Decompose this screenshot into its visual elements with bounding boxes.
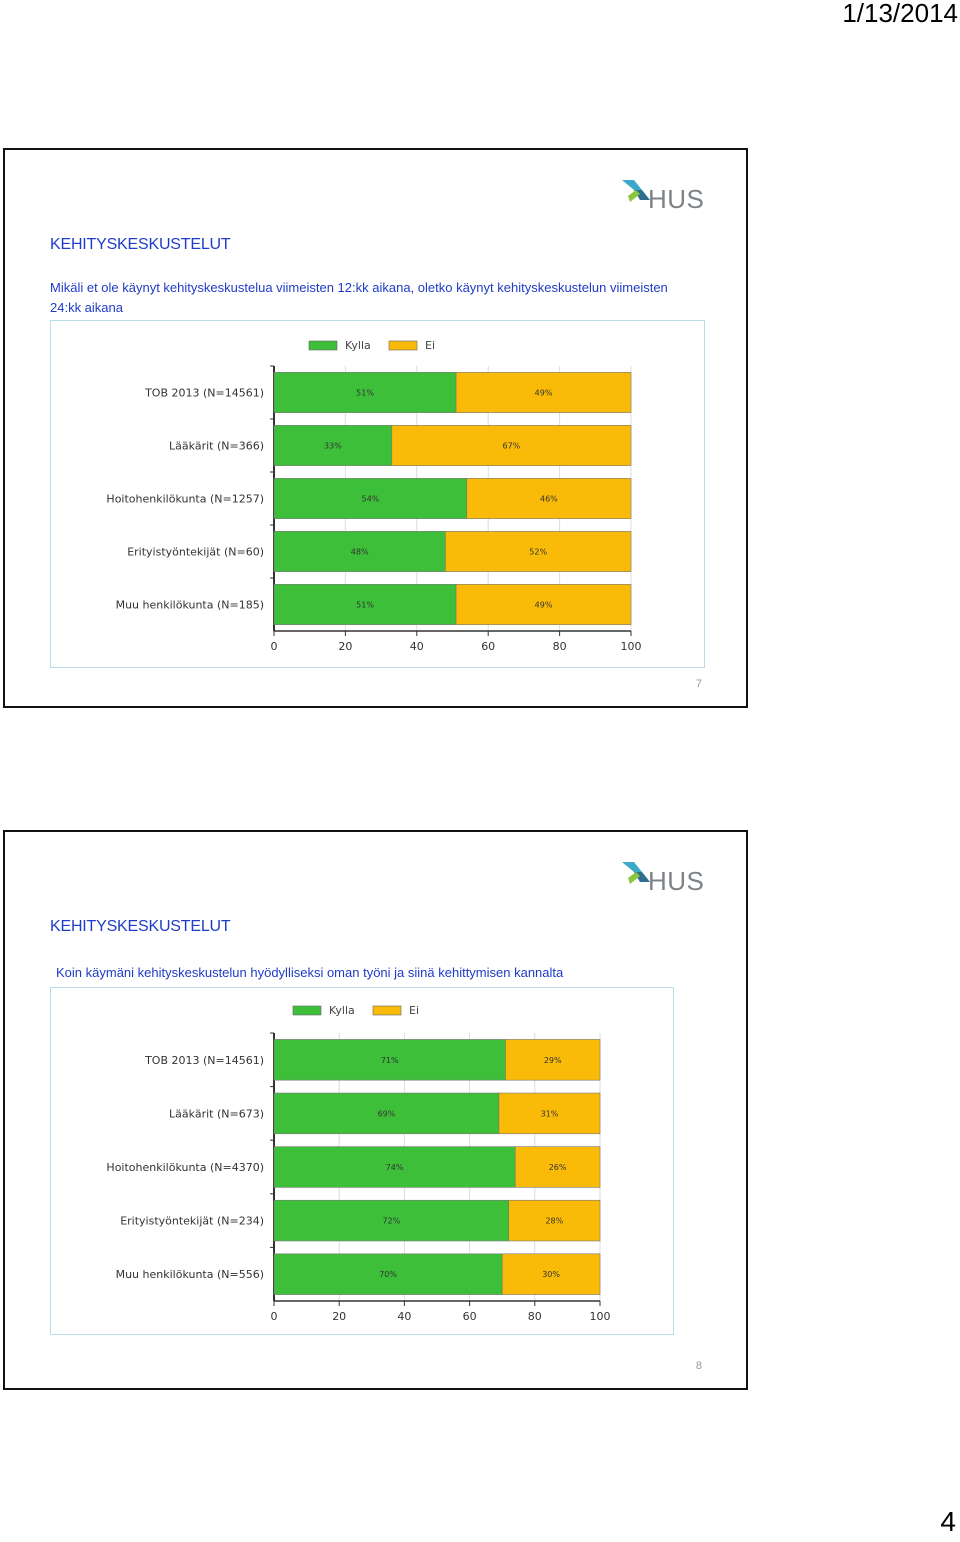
category-label: Erityistyöntekijät (N=60) bbox=[127, 546, 264, 559]
bar-kylla bbox=[273, 1092, 500, 1135]
bar-kylla bbox=[273, 1146, 516, 1188]
legend-label: Kylla bbox=[345, 339, 371, 352]
bar-data-label: 46% bbox=[540, 495, 558, 504]
x-tick-label: 60 bbox=[481, 640, 495, 653]
legend-label: Ei bbox=[425, 339, 435, 352]
bar-data-label: 72% bbox=[382, 1217, 400, 1226]
bar-data-label: 51% bbox=[356, 601, 374, 610]
stacked-bar-chart: Kylla Ei 0 20 40 60 80 100 TOB 2013 (N=14561) 71%… bbox=[106, 1004, 611, 1323]
page-number: 4 bbox=[940, 1506, 956, 1537]
slide-8: HUS KEHITYSKESKUSTELUT Koin käymäni kehi… bbox=[3, 830, 748, 1390]
legend-swatch-kylla bbox=[292, 1005, 322, 1016]
legend-label: Kylla bbox=[329, 1004, 355, 1017]
category-label: Muu henkilökunta (N=185) bbox=[116, 599, 264, 612]
hus-logo-icon bbox=[622, 180, 650, 202]
bar-kylla bbox=[273, 1199, 510, 1242]
bar-data-label: 74% bbox=[386, 1163, 404, 1172]
bar-data-label: 54% bbox=[361, 495, 379, 504]
hus-logo-text: HUS bbox=[648, 866, 705, 896]
bar-ei bbox=[455, 372, 632, 413]
bar-ei bbox=[445, 531, 632, 572]
chart-frame: Kylla Ei 0 20 40 60 80 100 TOB 2013 (N=14561) 51%… bbox=[50, 320, 705, 668]
hus-logo-text: HUS bbox=[648, 184, 705, 214]
x-tick-label: 20 bbox=[338, 640, 352, 653]
bar-data-label: 48% bbox=[351, 548, 369, 557]
bar-kylla bbox=[273, 425, 393, 466]
slide-number: 8 bbox=[695, 1360, 702, 1372]
bar-data-label: 31% bbox=[541, 1109, 559, 1118]
bar-ei bbox=[466, 478, 632, 519]
bar-data-label: 67% bbox=[503, 442, 521, 451]
bar-data-label: 28% bbox=[545, 1217, 563, 1226]
stacked-bar-chart: Kylla Ei 0 20 40 60 80 100 TOB 2013 (N=14561) 51%… bbox=[106, 339, 642, 653]
category-label: Muu henkilökunta (N=556) bbox=[116, 1268, 264, 1281]
legend-swatch-ei bbox=[388, 340, 418, 351]
slide-question: Mikäli et ole käynyt kehityskeskustelua … bbox=[50, 280, 668, 315]
x-tick-label: 60 bbox=[463, 1310, 477, 1323]
category-label: Lääkärit (N=366) bbox=[169, 440, 264, 453]
bar-kylla bbox=[273, 372, 457, 413]
page-date: 1/13/2014 bbox=[842, 0, 958, 28]
bar-data-label: 49% bbox=[535, 389, 553, 398]
x-tick-label: 20 bbox=[332, 1310, 346, 1323]
bar-ei bbox=[501, 1253, 601, 1295]
bar-ei bbox=[455, 584, 632, 625]
bar-data-label: 70% bbox=[379, 1270, 397, 1279]
category-label: Hoitohenkilökunta (N=4370) bbox=[106, 1161, 264, 1174]
bar-ei bbox=[505, 1039, 601, 1081]
bar-kylla bbox=[273, 478, 468, 519]
bar-data-label: 51% bbox=[356, 389, 374, 398]
bar-kylla bbox=[273, 1039, 506, 1081]
bar-data-label: 26% bbox=[549, 1163, 567, 1172]
bar-data-label: 49% bbox=[535, 601, 553, 610]
chart-frame: Kylla Ei 0 20 40 60 80 100 TOB 2013 (N=14561) 71%… bbox=[50, 987, 674, 1335]
bar-kylla bbox=[273, 584, 457, 625]
bar-ei bbox=[508, 1199, 601, 1242]
category-label: TOB 2013 (N=14561) bbox=[144, 387, 264, 400]
bar-data-label: 33% bbox=[324, 442, 342, 451]
category-label: Hoitohenkilökunta (N=1257) bbox=[106, 493, 264, 506]
legend-label: Ei bbox=[409, 1004, 419, 1017]
x-tick-label: 80 bbox=[528, 1310, 542, 1323]
x-tick-label: 80 bbox=[553, 640, 567, 653]
x-tick-label: 100 bbox=[590, 1310, 611, 1323]
bar-kylla bbox=[273, 531, 446, 572]
category-label: TOB 2013 (N=14561) bbox=[144, 1054, 264, 1067]
slide-title: KEHITYSKESKUSTELUT bbox=[50, 236, 231, 253]
bar-ei bbox=[498, 1092, 601, 1135]
bar-data-label: 52% bbox=[529, 548, 547, 557]
x-tick-label: 40 bbox=[410, 640, 424, 653]
bar-data-label: 71% bbox=[381, 1056, 399, 1065]
slide-number: 7 bbox=[695, 678, 702, 690]
slide-question: Koin käymäni kehityskeskustelun hyödylli… bbox=[56, 965, 564, 980]
hus-logo-icon bbox=[622, 862, 650, 884]
category-label: Lääkärit (N=673) bbox=[169, 1107, 264, 1120]
x-tick-label: 40 bbox=[397, 1310, 411, 1323]
category-label: Erityistyöntekijät (N=234) bbox=[120, 1215, 264, 1228]
hus-logo: HUS bbox=[620, 176, 710, 216]
x-tick-label: 0 bbox=[271, 1310, 278, 1323]
slide-7: HUS KEHITYSKESKUSTELUT Mikäli et ole käy… bbox=[3, 148, 748, 708]
slide-title: KEHITYSKESKUSTELUT bbox=[50, 918, 231, 935]
bar-data-label: 69% bbox=[378, 1109, 396, 1118]
bar-data-label: 30% bbox=[542, 1270, 560, 1279]
x-tick-label: 0 bbox=[271, 640, 278, 653]
bar-ei bbox=[391, 425, 632, 466]
x-tick-label: 100 bbox=[621, 640, 642, 653]
hus-logo: HUS bbox=[620, 858, 710, 898]
legend-swatch-ei bbox=[372, 1005, 402, 1016]
legend-swatch-kylla bbox=[308, 340, 338, 351]
bar-ei bbox=[514, 1146, 601, 1188]
bar-data-label: 29% bbox=[544, 1056, 562, 1065]
